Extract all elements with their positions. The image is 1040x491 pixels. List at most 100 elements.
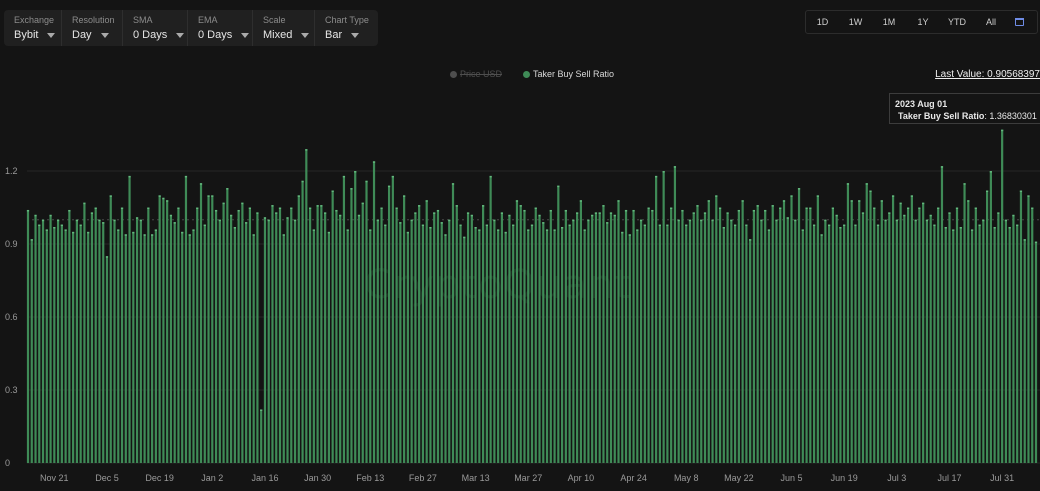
bar[interactable] xyxy=(715,195,718,463)
bar[interactable] xyxy=(98,219,101,463)
last-value-readout[interactable]: Last Value: 0.90568397 xyxy=(935,69,1040,80)
bar[interactable] xyxy=(568,224,571,463)
bar[interactable] xyxy=(688,219,692,463)
bar[interactable] xyxy=(1019,190,1023,464)
sma-dropdown[interactable]: SMA 0 Days xyxy=(123,10,188,46)
bar[interactable] xyxy=(252,234,255,463)
bar[interactable] xyxy=(109,195,112,463)
bar[interactable] xyxy=(1016,224,1019,463)
bar[interactable] xyxy=(794,219,797,463)
calendar-icon[interactable] xyxy=(1014,17,1026,27)
bar[interactable] xyxy=(636,229,639,463)
bar[interactable] xyxy=(459,224,462,463)
bar[interactable] xyxy=(741,200,744,464)
bar[interactable] xyxy=(628,234,631,463)
bar[interactable] xyxy=(214,209,218,463)
bar[interactable] xyxy=(38,224,41,463)
bar[interactable] xyxy=(726,212,729,463)
bar[interactable] xyxy=(982,219,985,463)
bar[interactable] xyxy=(248,207,252,463)
bar[interactable] xyxy=(647,207,650,463)
bar[interactable] xyxy=(542,222,545,463)
bar[interactable] xyxy=(500,212,504,463)
bar[interactable] xyxy=(925,219,929,463)
bar[interactable] xyxy=(970,229,974,463)
bar[interactable] xyxy=(436,209,440,463)
bar[interactable] xyxy=(974,207,977,463)
bar[interactable] xyxy=(320,205,323,463)
bar[interactable] xyxy=(403,195,406,463)
bar[interactable] xyxy=(177,207,180,463)
bar[interactable] xyxy=(771,205,774,463)
bar[interactable] xyxy=(534,207,537,463)
bar[interactable] xyxy=(199,183,203,463)
ema-dropdown[interactable]: EMA 0 Days xyxy=(188,10,253,46)
bar[interactable] xyxy=(316,205,319,463)
bar[interactable] xyxy=(963,183,966,463)
bar[interactable] xyxy=(1012,214,1015,463)
bar[interactable] xyxy=(929,214,932,463)
bar[interactable] xyxy=(113,219,116,463)
bar[interactable] xyxy=(327,231,330,463)
bar[interactable] xyxy=(387,185,391,463)
bar[interactable] xyxy=(553,229,556,463)
bar[interactable] xyxy=(312,229,315,463)
bar[interactable] xyxy=(425,200,428,464)
bar[interactable] xyxy=(132,231,135,463)
bar[interactable] xyxy=(414,212,417,463)
bar[interactable] xyxy=(139,219,142,463)
bar[interactable] xyxy=(1023,239,1026,463)
bar[interactable] xyxy=(256,212,259,463)
bar[interactable] xyxy=(512,224,515,463)
bar[interactable] xyxy=(203,224,206,463)
bar[interactable] xyxy=(169,214,173,463)
bar[interactable] xyxy=(549,209,552,463)
bar[interactable] xyxy=(662,171,665,464)
bar[interactable] xyxy=(884,219,887,463)
bar[interactable] xyxy=(986,190,989,464)
bar[interactable] xyxy=(681,209,684,463)
bar[interactable] xyxy=(952,229,955,463)
bar[interactable] xyxy=(94,207,97,463)
bar[interactable] xyxy=(899,202,902,464)
bar[interactable] xyxy=(858,200,861,464)
bar[interactable] xyxy=(564,209,567,463)
bar[interactable] xyxy=(587,219,590,463)
bar[interactable] xyxy=(354,171,357,464)
bar[interactable] xyxy=(782,200,786,464)
bar[interactable] xyxy=(173,222,176,463)
bar[interactable] xyxy=(128,175,131,463)
bar[interactable] xyxy=(779,207,782,463)
bar[interactable] xyxy=(444,234,447,463)
bar[interactable] xyxy=(843,224,846,463)
bar[interactable] xyxy=(158,195,161,463)
scale-dropdown[interactable]: Scale Mixed xyxy=(253,10,315,46)
bar[interactable] xyxy=(876,224,880,463)
bar[interactable] xyxy=(666,224,669,463)
bar[interactable] xyxy=(880,200,883,464)
bar[interactable] xyxy=(72,231,75,463)
bar[interactable] xyxy=(335,209,338,463)
bar[interactable] xyxy=(75,219,78,463)
bar[interactable] xyxy=(278,207,282,463)
bar[interactable] xyxy=(455,205,458,463)
bar[interactable] xyxy=(914,219,917,463)
bar[interactable] xyxy=(594,212,598,463)
bar[interactable] xyxy=(673,166,677,464)
bar[interactable] xyxy=(34,214,37,463)
bar[interactable] xyxy=(944,227,947,463)
bar[interactable] xyxy=(30,239,33,463)
bar[interactable] xyxy=(523,209,526,463)
bar[interactable] xyxy=(151,234,154,463)
bar[interactable] xyxy=(53,227,56,463)
bar[interactable] xyxy=(801,229,804,463)
bar[interactable] xyxy=(384,224,387,463)
bar[interactable] xyxy=(154,229,157,463)
bar[interactable] xyxy=(888,212,891,463)
bar[interactable] xyxy=(828,224,831,463)
bar[interactable] xyxy=(267,219,270,463)
bar[interactable] xyxy=(745,224,748,463)
bar[interactable] xyxy=(609,212,613,463)
bar[interactable] xyxy=(485,224,488,463)
bar[interactable] xyxy=(797,188,801,463)
